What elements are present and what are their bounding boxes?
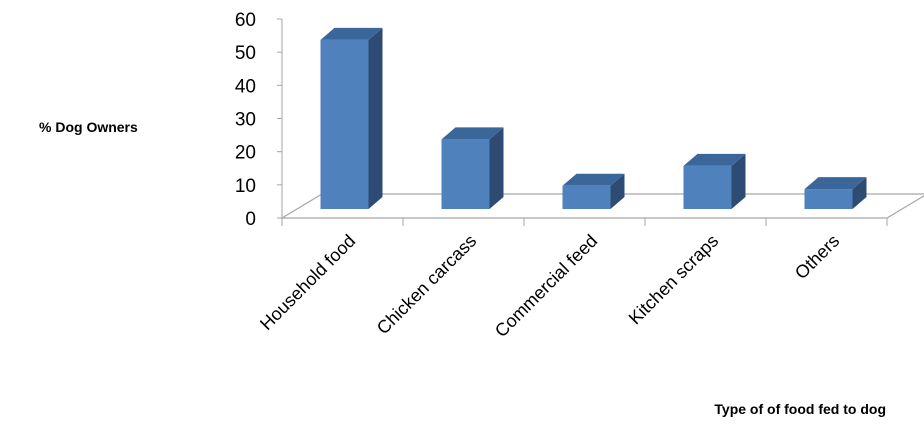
bar-side (852, 177, 867, 209)
bars (320, 27, 867, 209)
bar-front (804, 189, 853, 209)
y-axis-title: % Dog Owners (39, 119, 138, 135)
y-axis: 0 10 20 30 40 50 60 (235, 10, 283, 230)
y-tick-label: 30 (235, 110, 256, 131)
bar-front (320, 39, 369, 209)
bar-side (489, 127, 504, 209)
bar-top (804, 177, 867, 190)
x-tick-label: Household food (256, 231, 359, 334)
bar-front (441, 139, 490, 209)
x-tick-label: Chicken carcass (373, 231, 481, 339)
y-tick-label: 10 (235, 176, 256, 197)
bar-side (610, 173, 625, 209)
bar (441, 127, 504, 209)
y-tick-label: 40 (235, 76, 256, 97)
y-tick-label: 0 (245, 209, 256, 230)
y-tick-label: 60 (235, 10, 256, 31)
bar-side (368, 27, 383, 209)
bar-top (441, 127, 504, 140)
bar-top (320, 27, 383, 40)
bar-front (562, 185, 611, 209)
bar-top (562, 173, 625, 186)
bar (320, 27, 383, 209)
y-tick-label: 50 (235, 43, 256, 64)
y-tick-label: 20 (235, 143, 256, 164)
x-tick-label: Commercial feed (491, 231, 601, 341)
category-labels: Household food Chicken carcass Commercial … (256, 231, 843, 341)
x-tick-label: Kitchen scraps (625, 231, 723, 329)
x-axis (281, 217, 888, 226)
bar-front (683, 165, 732, 209)
x-axis-title: Type of of food fed to dog (714, 401, 886, 417)
x-tick-label: Others (791, 231, 843, 283)
bar (804, 177, 867, 209)
bar (562, 173, 625, 209)
bar-top (683, 153, 746, 166)
bar (683, 153, 746, 209)
bar-side (731, 153, 746, 209)
